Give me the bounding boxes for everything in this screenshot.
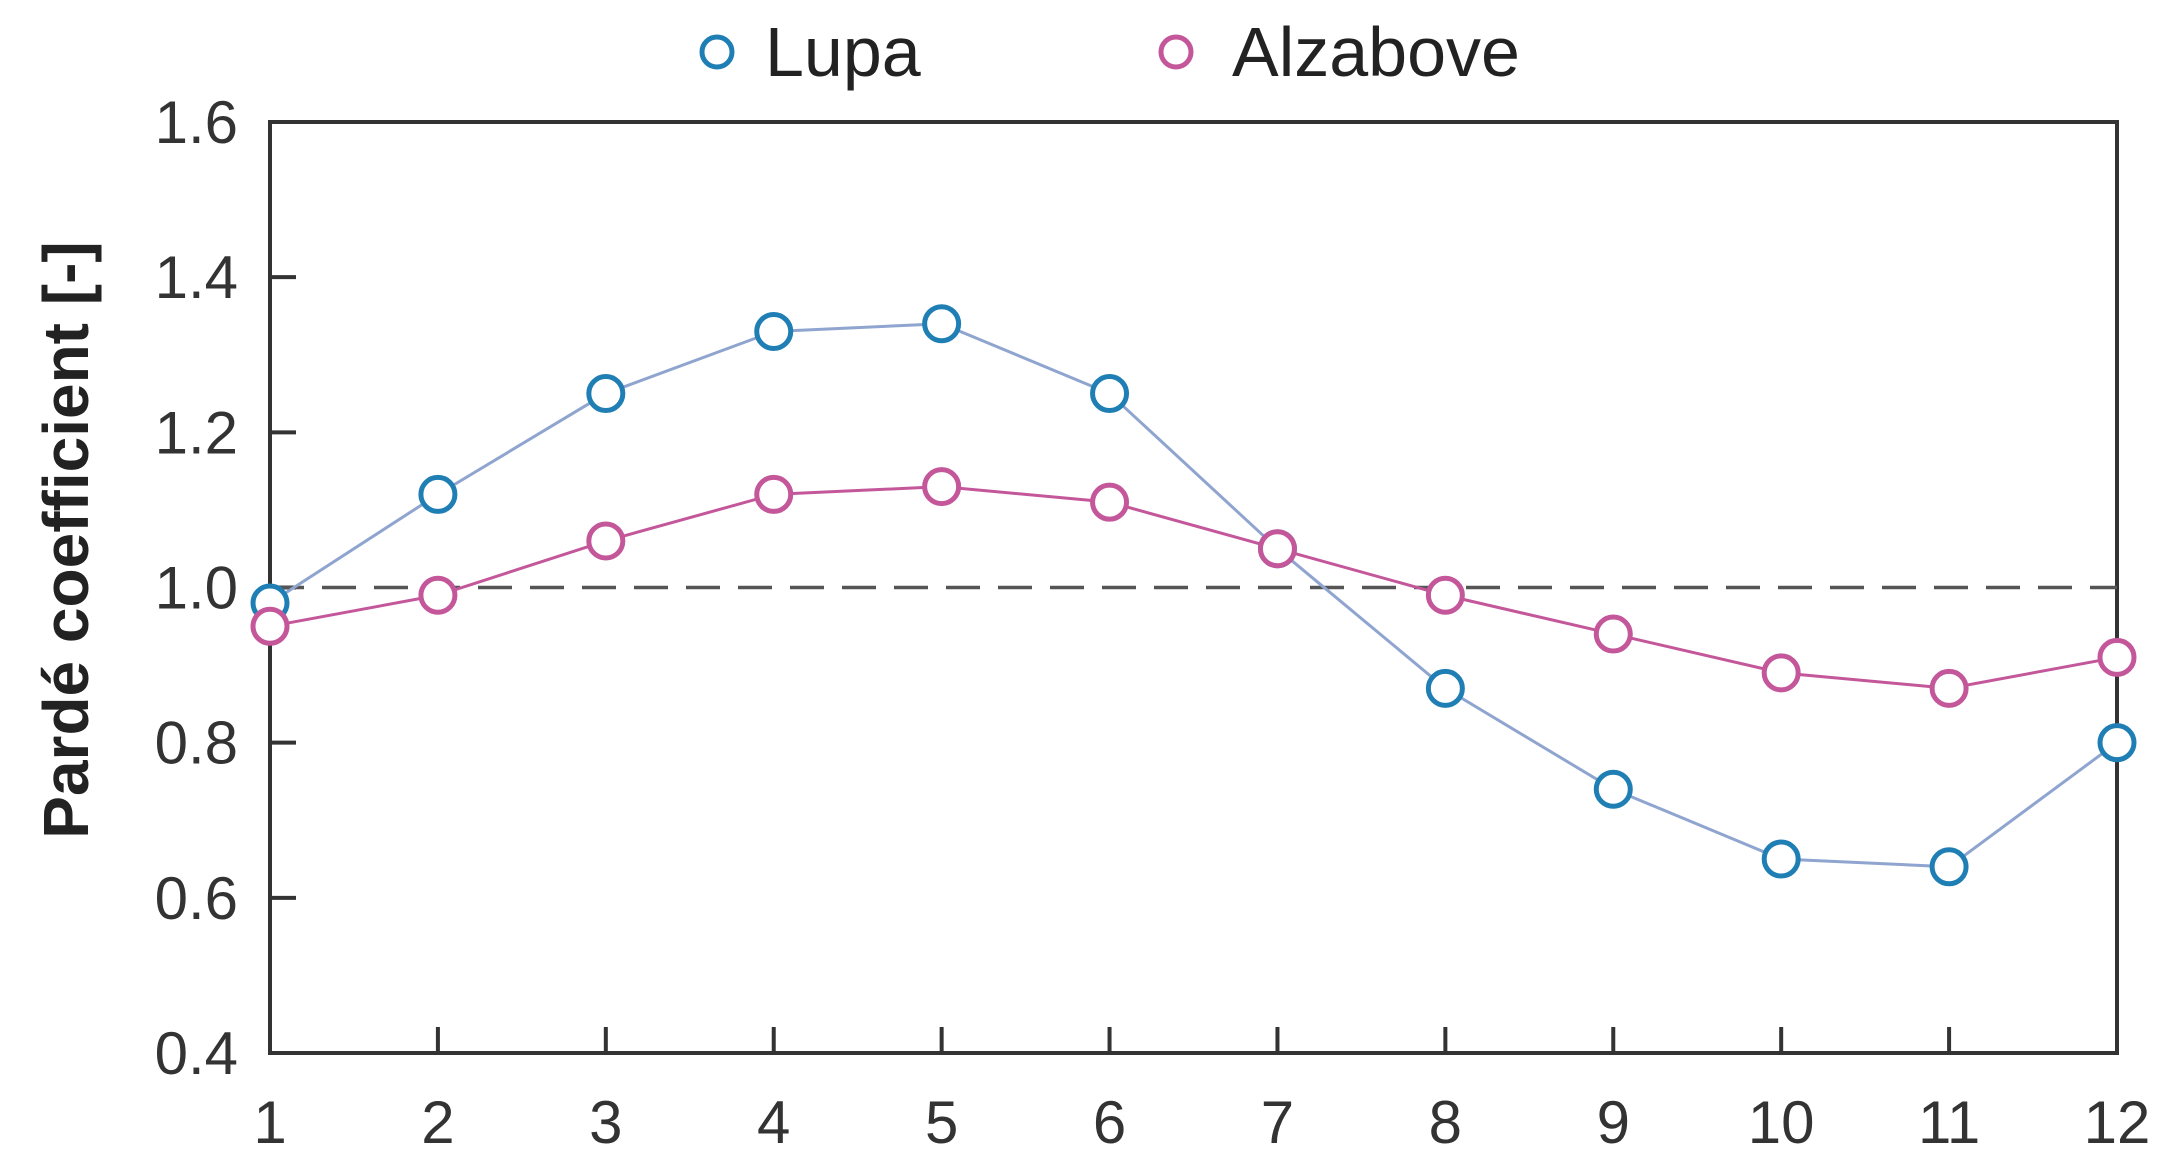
data-point-lupa <box>418 474 458 514</box>
x-tick-label: 8 <box>1429 1089 1462 1156</box>
x-tick-label: 5 <box>925 1089 958 1156</box>
data-point-lupa <box>754 311 794 351</box>
data-point-lupa <box>1593 769 1633 809</box>
data-point-alzabove <box>754 474 794 514</box>
plot-area <box>250 120 2137 1055</box>
legend-marker <box>699 34 735 70</box>
y-tick-label: 1.2 <box>155 399 238 466</box>
y-tick-label: 0.6 <box>155 865 238 932</box>
data-point-lupa <box>1929 847 1969 887</box>
data-point-alzabove <box>1929 668 1969 708</box>
x-tick-label: 3 <box>589 1089 622 1156</box>
legend-label: Alzabove <box>1232 13 1520 91</box>
series-line-lupa <box>269 322 2118 869</box>
legend-label: Lupa <box>765 13 921 91</box>
x-tick-label: 12 <box>2084 1089 2151 1156</box>
x-tick-label: 7 <box>1261 1089 1294 1156</box>
x-tick-label: 6 <box>1093 1089 1126 1156</box>
data-point-lupa <box>586 374 626 414</box>
y-axis-label: Pardé coefficient [-] <box>30 241 102 838</box>
data-point-lupa <box>1090 374 1130 414</box>
y-tick-label: 1.4 <box>155 244 238 311</box>
x-tick-label: 2 <box>421 1089 454 1156</box>
legend-marker <box>1158 34 1194 70</box>
x-tick-label: 10 <box>1748 1089 1815 1156</box>
series-line-alzabove <box>269 485 2118 690</box>
data-point-alzabove <box>922 467 962 507</box>
x-tick-label: 11 <box>1918 1089 1980 1156</box>
data-point-alzabove <box>586 521 626 561</box>
data-point-alzabove <box>250 606 290 646</box>
x-ticks: 1 2 3 4 5 6 7 8 9 10 11 12 <box>253 1027 2150 1156</box>
data-point-lupa <box>1425 668 1465 708</box>
data-point-alzabove <box>418 575 458 615</box>
data-point-lupa <box>2097 723 2137 763</box>
y-tick-label: 1.0 <box>155 555 238 622</box>
x-tick-label: 9 <box>1597 1089 1630 1156</box>
y-tick-label: 0.8 <box>155 710 238 777</box>
data-point-alzabove <box>1425 575 1465 615</box>
data-point-lupa <box>1761 839 1801 879</box>
data-point-lupa <box>922 304 962 344</box>
data-point-alzabove <box>1593 614 1633 654</box>
data-point-alzabove <box>1761 653 1801 693</box>
y-tick-label: 0.4 <box>155 1020 238 1087</box>
x-tick-label: 1 <box>253 1089 286 1156</box>
data-point-alzabove <box>1257 529 1297 569</box>
x-tick-label: 4 <box>757 1089 790 1156</box>
legend: Lupa Alzabove <box>699 13 1520 91</box>
data-point-alzabove <box>2097 637 2137 677</box>
y-tick-label: 1.6 <box>155 89 238 156</box>
data-point-alzabove <box>1090 482 1130 522</box>
